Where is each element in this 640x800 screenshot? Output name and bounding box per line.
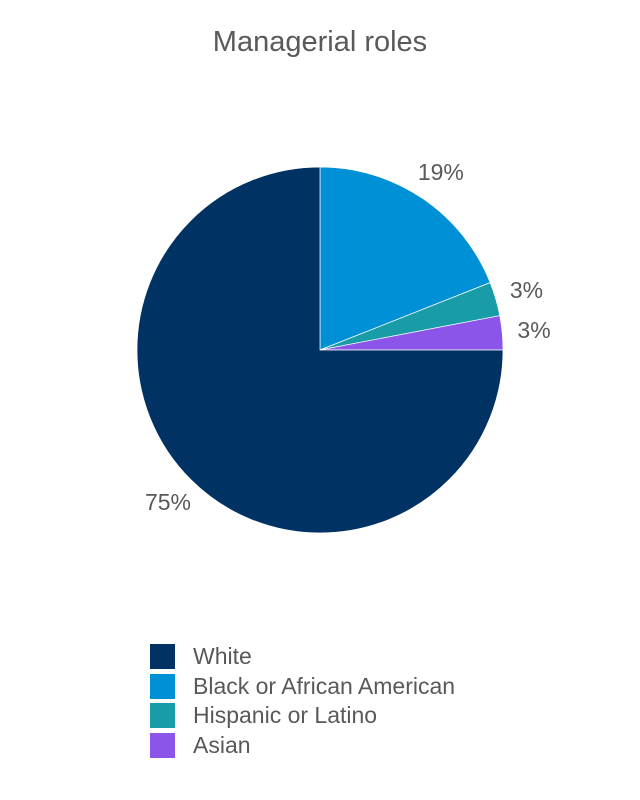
legend-label: Asian <box>193 731 251 758</box>
legend-label: White <box>193 643 252 670</box>
legend-item: Black or African American <box>150 672 455 702</box>
legend-swatch <box>150 703 175 729</box>
pie-chart: 19% 3% 3% 75% <box>136 159 551 534</box>
data-label: 75% <box>145 489 191 515</box>
legend-label: Black or African American <box>193 672 456 699</box>
legend-swatch <box>150 732 175 758</box>
legend-item: White <box>150 642 455 672</box>
legend-item: Asian <box>150 731 455 761</box>
chart-title: Managerial roles <box>212 26 428 58</box>
legend-label: Hispanic or Latino <box>193 702 378 729</box>
data-label: 3% <box>510 277 543 303</box>
data-label: 19% <box>418 159 464 185</box>
legend-item: Hispanic or Latino <box>150 701 455 731</box>
legend-swatch <box>150 644 175 670</box>
data-label: 3% <box>517 317 550 343</box>
legend: White Black or African American Hispanic o… <box>150 642 455 760</box>
legend-swatch <box>150 673 175 699</box>
pie-slice-white <box>136 166 504 534</box>
pie-slice-black-or-african-american <box>319 166 491 351</box>
